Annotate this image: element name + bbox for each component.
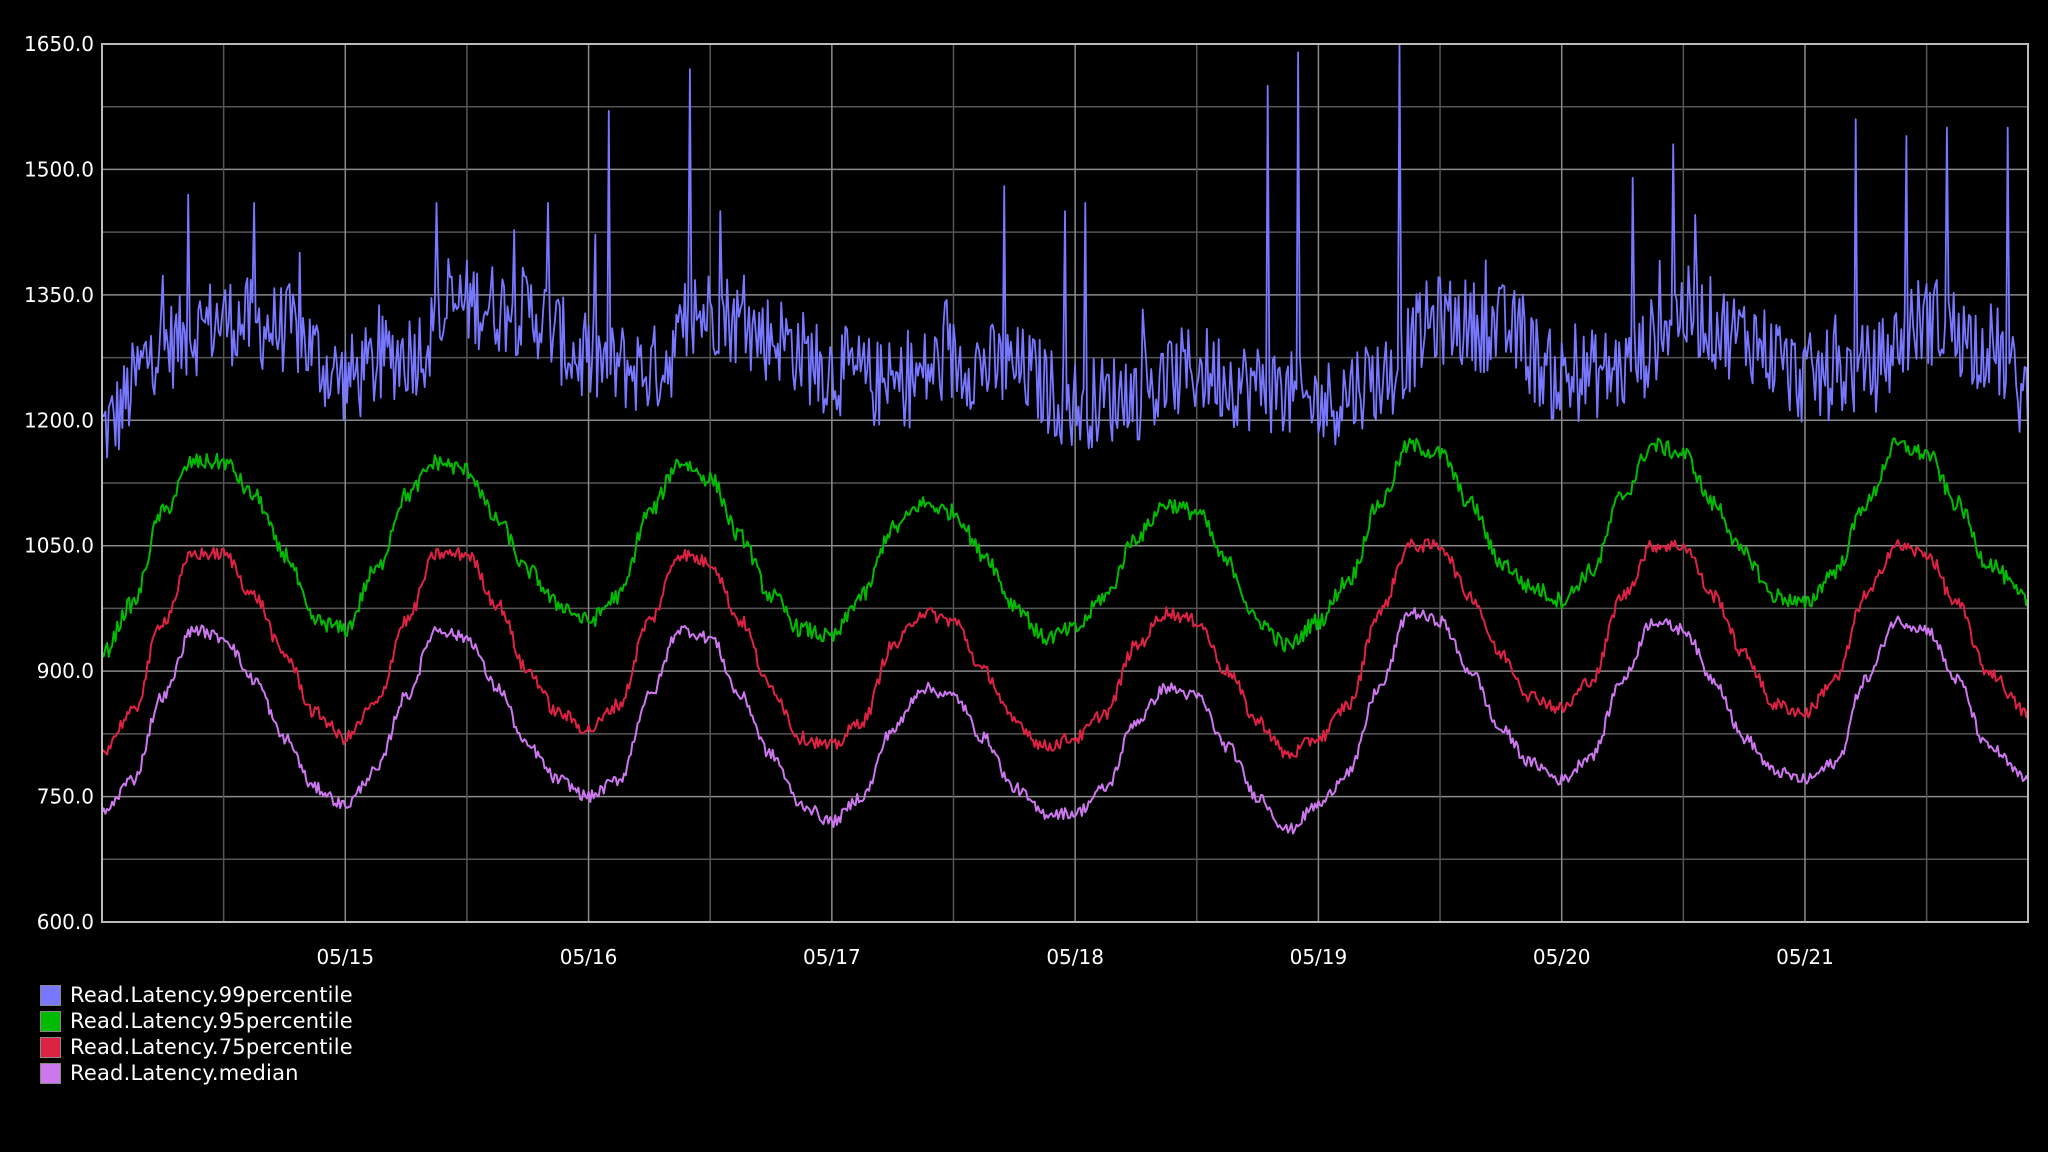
y-tick-label: 1050.0 — [24, 534, 94, 558]
x-tick-label: 05/19 — [1290, 945, 1348, 969]
y-tick-label: 1650.0 — [24, 32, 94, 56]
legend-swatch — [40, 984, 61, 1006]
series-layer — [101, 43, 2029, 835]
legend-swatch — [40, 1062, 61, 1084]
legend: Read.Latency.99percentile Read.Latency.95… — [40, 982, 353, 1086]
y-tick-label: 1200.0 — [24, 408, 94, 432]
series-line-2 — [101, 437, 2029, 658]
y-tick-label: 600.0 — [37, 910, 94, 934]
grid — [101, 43, 2028, 923]
legend-item: Read.Latency.75percentile — [40, 1034, 353, 1060]
x-axis-ticks: 05/15 05/16 05/17 05/18 05/19 05/20 05/21 — [316, 945, 1833, 969]
legend-label: Read.Latency.75percentile — [70, 1035, 353, 1059]
x-tick-label: 05/17 — [803, 945, 861, 969]
y-tick-label: 750.0 — [37, 785, 94, 809]
x-tick-label: 05/18 — [1046, 945, 1104, 969]
y-tick-label: 1350.0 — [24, 283, 94, 307]
series-line-4 — [101, 607, 2029, 835]
x-tick-label: 05/16 — [560, 945, 618, 969]
legend-label: Read.Latency.95percentile — [70, 1009, 353, 1033]
y-tick-label: 900.0 — [37, 659, 94, 683]
legend-swatch — [40, 1036, 61, 1058]
legend-item: Read.Latency.median — [40, 1060, 353, 1086]
legend-swatch — [40, 1010, 61, 1032]
series-line-3 — [101, 538, 2029, 759]
x-tick-label: 05/15 — [316, 945, 374, 969]
plot-frame — [101, 43, 2029, 923]
legend-item: Read.Latency.95percentile — [40, 1008, 353, 1034]
legend-item: Read.Latency.99percentile — [40, 982, 353, 1008]
y-tick-label: 1500.0 — [24, 157, 94, 181]
legend-label: Read.Latency.median — [70, 1061, 299, 1085]
y-axis-ticks: 600.0 750.0 900.0 1050.0 1200.0 1350.0 1500.0 1… — [24, 32, 94, 934]
legend-label: Read.Latency.99percentile — [70, 983, 353, 1007]
series-line-1 — [101, 43, 2029, 459]
x-tick-label: 05/21 — [1776, 945, 1834, 969]
x-tick-label: 05/20 — [1533, 945, 1591, 969]
